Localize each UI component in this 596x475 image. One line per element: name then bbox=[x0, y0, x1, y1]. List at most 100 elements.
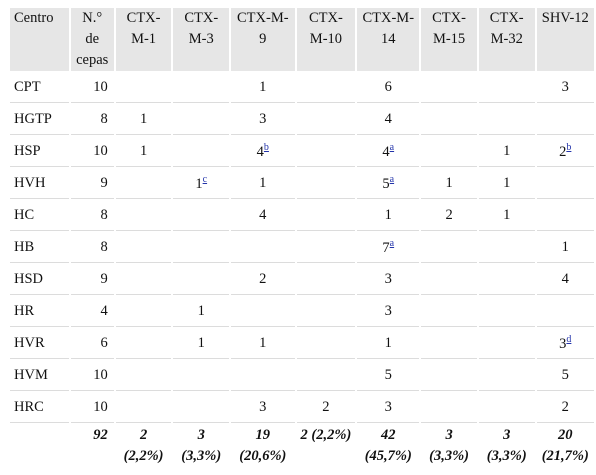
data-cell: 1 bbox=[421, 169, 477, 199]
data-cell bbox=[478, 393, 535, 423]
data-cell: 1c bbox=[173, 169, 230, 199]
total-cell: 19 (20,6%) bbox=[239, 427, 287, 464]
cell-value: 1 bbox=[503, 143, 511, 159]
row-label-cell: HR bbox=[10, 297, 69, 327]
cell-value: 1 bbox=[384, 335, 392, 351]
cell-value: HVM bbox=[14, 367, 48, 383]
data-cell: 1 bbox=[173, 297, 230, 327]
data-cell bbox=[173, 73, 230, 103]
data-cell: 1 bbox=[478, 201, 535, 231]
cell-value: 6 bbox=[384, 79, 392, 95]
footnote-link[interactable]: a bbox=[389, 174, 395, 186]
header-cell: CTX-M-3 bbox=[173, 8, 230, 71]
footnote-link[interactable]: a bbox=[389, 238, 395, 250]
data-cell: 10 bbox=[70, 361, 114, 391]
data-cell bbox=[421, 105, 477, 135]
data-cell bbox=[421, 233, 477, 263]
data-cell bbox=[296, 169, 356, 199]
data-cell: 9 bbox=[70, 169, 114, 199]
data-cell bbox=[231, 297, 295, 327]
cell-value: 4 bbox=[259, 207, 267, 223]
cell-value: 10 bbox=[93, 79, 108, 95]
data-cell: 10 bbox=[70, 73, 114, 103]
footnote-link[interactable]: b bbox=[566, 142, 572, 154]
table-row: HVR 6 1 1 1 3d bbox=[10, 329, 594, 359]
data-cell: 10 bbox=[70, 393, 114, 423]
data-cell bbox=[421, 297, 477, 327]
total-cell: 3 (3,3%) bbox=[486, 427, 527, 464]
data-cell bbox=[115, 265, 172, 295]
data-cell bbox=[421, 73, 477, 103]
data-cell: 5a bbox=[357, 169, 420, 199]
footnote-link[interactable]: c bbox=[202, 174, 208, 186]
data-cell bbox=[296, 105, 356, 135]
table-row: HGTP 8 1 3 4 bbox=[10, 105, 594, 135]
data-cell bbox=[296, 361, 356, 391]
cell-value: 1 bbox=[445, 175, 453, 191]
cell-value: 1 bbox=[197, 335, 205, 351]
cell-value: 9 bbox=[100, 175, 108, 191]
data-cell bbox=[536, 297, 594, 327]
data-cell bbox=[173, 361, 230, 391]
cell-value: 1 bbox=[139, 143, 148, 159]
data-cell bbox=[115, 297, 172, 327]
data-cell bbox=[536, 169, 594, 199]
data-cell bbox=[478, 329, 535, 359]
table-row: CPT 10 1 6 3 bbox=[10, 73, 594, 103]
table-row: HR 4 1 3 bbox=[10, 297, 594, 327]
data-cell: 1 bbox=[231, 73, 295, 103]
total-cell: 3 (3,3%) bbox=[181, 427, 222, 464]
header-cell: CTX-M-9 bbox=[231, 8, 295, 71]
data-cell: 4 bbox=[357, 105, 420, 135]
cell-value: 8 bbox=[100, 207, 108, 223]
cell-value: 3 bbox=[384, 399, 392, 415]
data-cell bbox=[296, 137, 356, 167]
data-cell: 2 bbox=[231, 265, 295, 295]
data-cell bbox=[173, 233, 230, 263]
data-cell bbox=[115, 201, 172, 231]
footnote-link[interactable]: d bbox=[566, 334, 572, 346]
data-cell bbox=[296, 73, 356, 103]
cell-value: HC bbox=[14, 207, 35, 223]
data-cell bbox=[478, 73, 535, 103]
data-cell bbox=[478, 233, 535, 263]
data-cell: 2 bbox=[296, 393, 356, 423]
data-cell bbox=[421, 361, 477, 391]
data-cell bbox=[115, 393, 172, 423]
data-cell: 1 bbox=[231, 329, 295, 359]
data-cell bbox=[115, 73, 172, 103]
row-label-cell: HRC bbox=[10, 393, 69, 423]
header-row: Centro N.° de cepas CTX-M-1 CTX-M-3 CTX-… bbox=[10, 8, 594, 71]
header-cell: N.° de cepas bbox=[70, 8, 114, 71]
data-cell bbox=[115, 361, 172, 391]
data-cell: 1 bbox=[536, 233, 594, 263]
cell-value: 10 bbox=[93, 143, 108, 159]
data-cell: 5 bbox=[357, 361, 420, 391]
footnote-link[interactable]: b bbox=[263, 142, 269, 154]
data-cell: 6 bbox=[70, 329, 114, 359]
strain-distribution-table: Centro N.° de cepas CTX-M-1 CTX-M-3 CTX-… bbox=[8, 6, 596, 471]
cell-value: 4 bbox=[256, 143, 264, 160]
cell-value: 3 bbox=[561, 79, 569, 95]
table-row: HC 8 4 1 2 1 bbox=[10, 201, 594, 231]
cell-value: 3 bbox=[259, 111, 267, 127]
data-cell bbox=[478, 297, 535, 327]
row-label-cell: HB bbox=[10, 233, 69, 263]
cell-value: HB bbox=[14, 239, 35, 255]
cell-value: 2 bbox=[559, 143, 567, 160]
data-cell: 1 bbox=[173, 329, 230, 359]
data-cell: 3 bbox=[231, 393, 295, 423]
cell-value: 8 bbox=[100, 111, 108, 127]
cell-value: 1 bbox=[503, 207, 511, 223]
data-cell: 1 bbox=[115, 105, 172, 135]
row-label-cell: HVM bbox=[10, 361, 69, 391]
cell-value: 1 bbox=[259, 175, 267, 191]
cell-value: 2 bbox=[259, 271, 267, 287]
row-label-cell: CPT bbox=[10, 73, 69, 103]
footnote-link[interactable]: a bbox=[389, 142, 395, 154]
data-cell: 1 bbox=[115, 137, 172, 167]
data-cell: 3 bbox=[357, 393, 420, 423]
data-cell: 1 bbox=[478, 169, 535, 199]
row-label-cell: HSD bbox=[10, 265, 69, 295]
header-cell: CTX-M-1 bbox=[115, 8, 172, 71]
